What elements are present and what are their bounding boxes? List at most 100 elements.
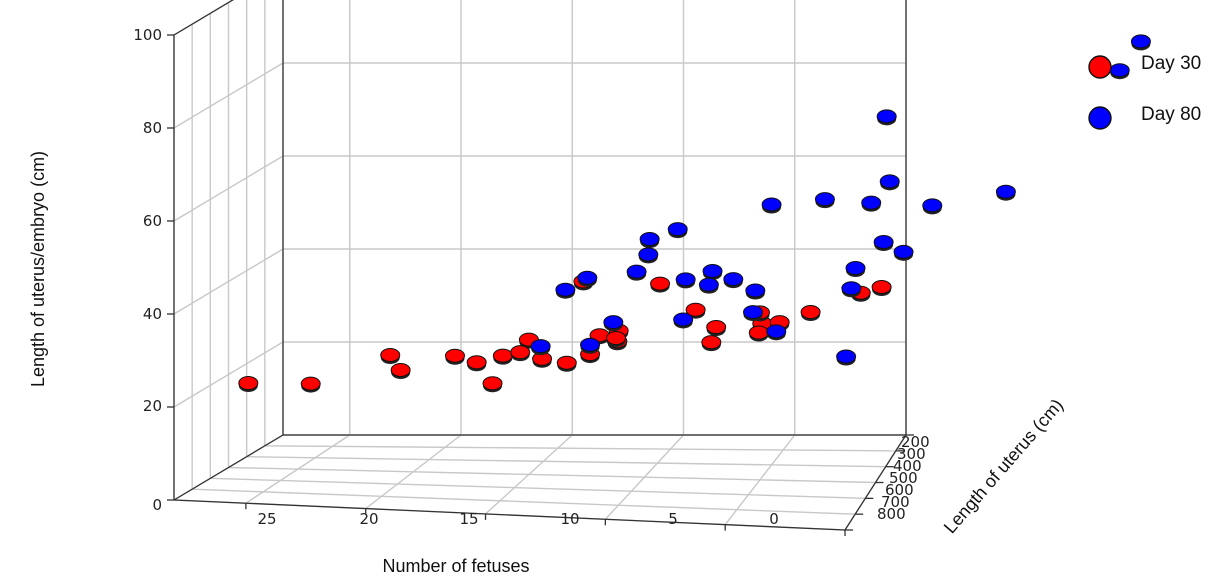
x-tick-label: 20 [359, 510, 378, 528]
data-point-marker [639, 232, 660, 247]
data-point-marker [530, 339, 551, 354]
data-point [1130, 34, 1151, 51]
data-point-marker [876, 109, 897, 124]
data-point [800, 305, 821, 322]
data-point [510, 345, 531, 362]
legend-item-day-80: Day 80 [1088, 104, 1201, 130]
data-point-marker [701, 335, 722, 350]
data-point [556, 355, 577, 372]
legend: Day 30 Day 80 [1088, 53, 1201, 130]
data-point-marker [800, 305, 821, 320]
data-point-marker [605, 331, 626, 346]
z-axis-ticks: 0 20 40 60 80 100 [133, 26, 162, 514]
z-axis-title: Length of uterus/embryo (cm) [28, 151, 48, 387]
side-wall-grid [173, 0, 284, 501]
data-point-marker [745, 283, 766, 298]
data-points [238, 34, 1151, 393]
data-point [673, 312, 694, 329]
data-point [466, 355, 487, 372]
data-point-marker [871, 280, 892, 294]
floor-gridline-y [246, 455, 886, 468]
z-tick-label: 80 [143, 119, 162, 137]
data-point [482, 376, 503, 393]
floor-gridline-y [192, 488, 856, 515]
data-point-marker [380, 348, 401, 362]
data-point [300, 376, 321, 393]
floor-gridline-x [604, 434, 685, 520]
data-point-marker [845, 261, 866, 276]
data-point-marker [766, 324, 787, 339]
data-point-marker [748, 325, 769, 340]
data-point [861, 195, 882, 212]
data-point [766, 324, 787, 341]
legend-marker-day-30 [1088, 55, 1112, 79]
data-point [444, 348, 465, 365]
data-point-marker [673, 312, 694, 327]
y-axis-title: Length of uterus (cm) [940, 395, 1067, 537]
data-point [836, 349, 857, 366]
data-point [841, 281, 862, 298]
floor-gridline-y [210, 477, 866, 500]
z-tick-label: 0 [152, 496, 162, 514]
data-point [876, 109, 897, 126]
data-point [675, 272, 696, 289]
data-point [532, 351, 553, 368]
data-point-marker [761, 197, 782, 212]
data-point [685, 302, 706, 319]
data-point-marker [702, 263, 723, 278]
data-point [871, 280, 892, 296]
legend-item-day-30: Day 30 [1088, 53, 1201, 79]
data-point [577, 270, 598, 287]
back-wall-grid [283, 0, 907, 436]
data-point-marker [667, 222, 688, 237]
y-tick-label: 500 [889, 469, 918, 487]
axis-frame-edge [173, 499, 846, 531]
legend-label: Day 30 [1141, 53, 1201, 74]
data-point [530, 339, 551, 356]
data-point [706, 320, 727, 337]
floor-gridline-x [724, 434, 796, 526]
data-point [603, 315, 624, 332]
data-point-marker [577, 270, 598, 285]
data-point [879, 174, 900, 191]
data-point [626, 264, 647, 281]
data-point [995, 184, 1016, 201]
data-point [922, 198, 943, 215]
data-point [748, 325, 769, 342]
data-point [1109, 63, 1130, 80]
data-point-marker [556, 355, 577, 370]
x-tick-label: 5 [668, 510, 678, 528]
z-tick-label: 20 [143, 397, 162, 415]
data-point-marker [995, 184, 1016, 199]
data-point [639, 232, 660, 249]
data-point [667, 222, 688, 239]
data-point-marker [922, 198, 943, 213]
data-point-marker [893, 244, 914, 259]
data-point [893, 244, 914, 261]
z-tick-label: 60 [143, 212, 162, 230]
data-point [702, 263, 723, 280]
floor-gridline-x [245, 434, 351, 504]
data-point [580, 337, 601, 354]
data-point-marker [238, 376, 259, 391]
data-point [638, 247, 659, 264]
y-tick-label: 200 [901, 433, 930, 451]
axis-frame [167, 0, 914, 536]
legend-label: Day 80 [1141, 104, 1201, 125]
data-point [698, 277, 719, 294]
data-point-marker [580, 337, 601, 352]
data-point-marker [626, 264, 647, 279]
data-point-marker [873, 234, 894, 249]
data-point-marker [841, 281, 862, 296]
x-axis-ticks: 25 20 15 10 5 0 [257, 510, 778, 528]
floor-gridline-y [264, 445, 896, 452]
data-point-marker [603, 315, 624, 330]
data-point-marker [482, 376, 503, 391]
y-axis-ticks: 200 300 400 500 600 700 800 [877, 433, 930, 523]
data-point-marker [836, 349, 857, 364]
y-tick-label: 300 [897, 445, 926, 463]
data-point-marker [638, 247, 659, 262]
data-point-marker [390, 362, 411, 377]
data-point [814, 192, 835, 209]
